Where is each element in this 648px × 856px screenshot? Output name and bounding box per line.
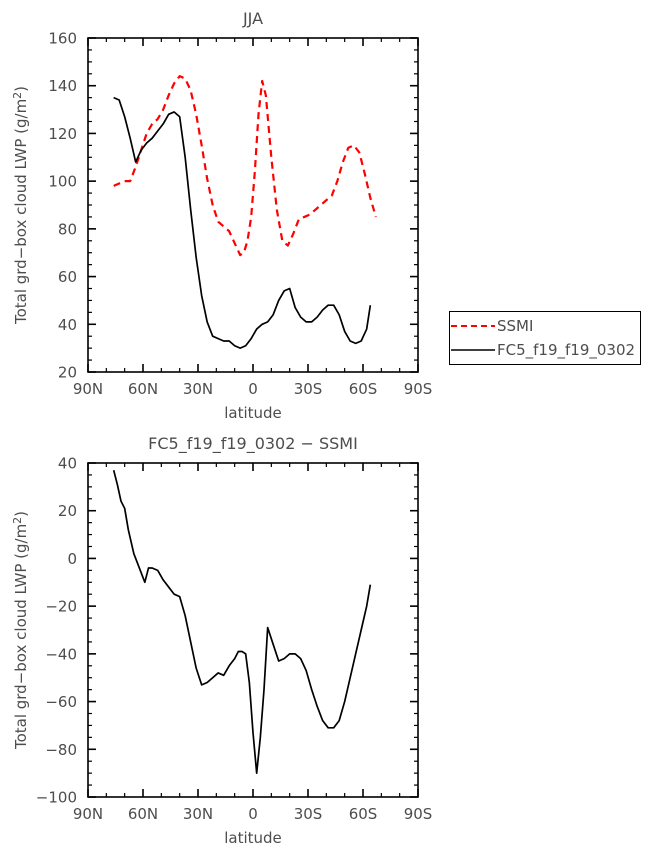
- y-tick-label: 20: [58, 364, 77, 382]
- series-line-fc5-f19-f19-0302-ssmi: [112, 469, 372, 774]
- legend-item-fc5[interactable]: FC5_f19_f19_0302: [450, 337, 640, 363]
- lwp-jja-line-chart: 90N 60N 30N 0 30S 60S 90S 20 40 60 80 100 120 140 160 J…: [11, 9, 433, 422]
- y-tick-label: −20: [45, 598, 77, 616]
- chart-title: FC5_f19_f19_0302 − SSMI: [148, 434, 358, 454]
- svg-text:Total grd−box cloud LWP (g/m2): Total grd−box cloud LWP (g/m2): [11, 86, 30, 325]
- x-tick-label: 60S: [349, 805, 378, 823]
- x-tick-label: 60S: [349, 380, 378, 398]
- legend-label-fc5: FC5_f19_f19_0302: [497, 341, 636, 359]
- x-tick-label: 0: [248, 380, 258, 398]
- y-tick-label: −100: [36, 789, 77, 807]
- x-tick-label: 90S: [404, 805, 433, 823]
- plot-frame: [87, 462, 419, 798]
- y-axis-label: Total grd−box cloud LWP (g/m2): [11, 511, 30, 750]
- y-tick-label: 100: [48, 173, 77, 191]
- x-tick-label: 0: [248, 805, 258, 823]
- x-axis-label: latitude: [224, 404, 282, 422]
- legend-label-ssmi: SSMI: [497, 317, 534, 335]
- legend-item-ssmi[interactable]: SSMI: [450, 313, 640, 339]
- y-tick-label: 40: [58, 316, 77, 334]
- y-axis-label: Total grd−box cloud LWP (g/m2): [11, 86, 30, 325]
- x-tick-label: 90S: [404, 380, 433, 398]
- x-tick-label: 60N: [128, 805, 158, 823]
- series-line-fc5-f19-f19-0302: [113, 96, 372, 349]
- x-tick-label: 30S: [294, 805, 323, 823]
- x-axis-label: latitude: [224, 829, 282, 847]
- y-tick-label: −40: [45, 645, 77, 663]
- legend-swatch-fc5-solid-line: [451, 344, 495, 356]
- series-line-ssmi: [113, 75, 377, 257]
- y-tick-label: 160: [48, 30, 77, 48]
- y-tick-label: −60: [45, 693, 77, 711]
- y-tick-label: −80: [45, 741, 77, 759]
- x-tick-label: 30N: [183, 805, 213, 823]
- chart-title: JJA: [242, 9, 263, 28]
- legend-swatch-ssmi-dashed-line: [451, 320, 495, 332]
- y-tick-label: 140: [48, 77, 77, 95]
- x-tick-label: 30N: [183, 380, 213, 398]
- svg-text:Total grd−box cloud LWP (g/m2): Total grd−box cloud LWP (g/m2): [11, 511, 30, 750]
- y-tick-label: 80: [58, 220, 77, 238]
- y-tick-label: 20: [58, 502, 77, 520]
- bottom-chart-panel: 90N 60N 30N 0 30S 60S 90S −100 −80 −60 −40 −20 0 20 40…: [0, 428, 648, 856]
- x-tick-label: 30S: [294, 380, 323, 398]
- series-legend: SSMI FC5_f19_f19_0302: [449, 311, 641, 365]
- top-chart-panel: 90N 60N 30N 0 30S 60S 90S 20 40 60 80 100 120 140 160 J…: [11, 9, 433, 422]
- x-tick-label: 90N: [73, 805, 103, 823]
- y-tick-label: 40: [58, 455, 77, 473]
- y-tick-label: 0: [67, 550, 77, 568]
- y-tick-label: 60: [58, 268, 77, 286]
- y-tick-label: 120: [48, 125, 77, 143]
- lwp-difference-line-chart: 90N 60N 30N 0 30S 60S 90S −100 −80 −60 −40 −20 0 20 40…: [11, 434, 433, 847]
- x-tick-label: 60N: [128, 380, 158, 398]
- x-tick-label: 90N: [73, 380, 103, 398]
